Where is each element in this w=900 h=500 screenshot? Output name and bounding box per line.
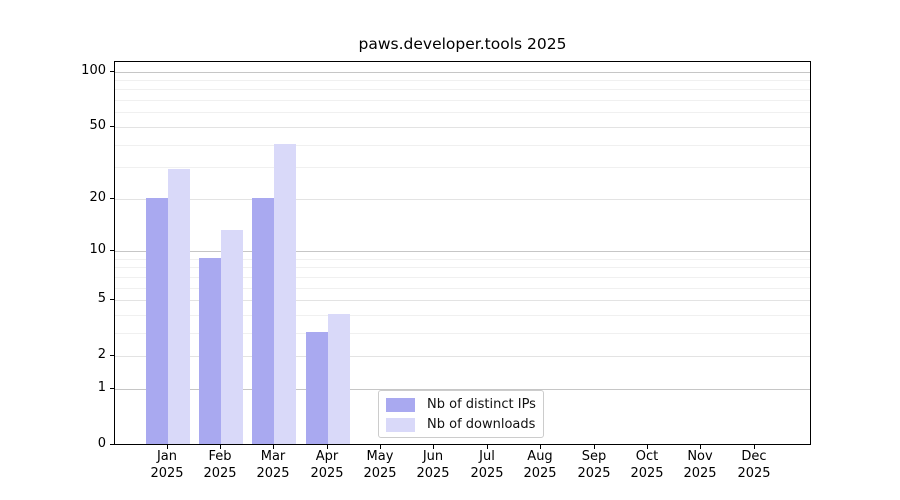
x-tick bbox=[700, 445, 701, 449]
bar-mar-distinct-ips bbox=[252, 197, 275, 444]
y-tick bbox=[110, 250, 114, 251]
gridline-major bbox=[115, 388, 810, 390]
gridline-major bbox=[115, 71, 810, 73]
gridline-minor bbox=[115, 314, 810, 316]
x-tick bbox=[273, 445, 274, 449]
legend-row-downloads: Nb of downloads bbox=[386, 417, 535, 432]
gridline-minor bbox=[115, 332, 810, 334]
y-tick bbox=[110, 126, 114, 127]
bar-feb-distinct-ips bbox=[199, 257, 222, 444]
x-tick-label: Nov 2025 bbox=[683, 449, 717, 481]
gridline bbox=[115, 126, 810, 128]
gridline-minor bbox=[115, 80, 810, 81]
gridline-minor bbox=[115, 258, 810, 260]
bar-jan-downloads bbox=[167, 168, 190, 444]
plot-area bbox=[114, 61, 811, 445]
gridline-minor bbox=[115, 267, 810, 269]
x-tick-label: Apr 2025 bbox=[310, 449, 344, 481]
x-tick-label: Feb 2025 bbox=[203, 449, 237, 481]
chart-title: paws.developer.tools 2025 bbox=[358, 35, 567, 53]
y-tick-label: 0 bbox=[97, 436, 106, 451]
x-tick-label: Mar 2025 bbox=[256, 449, 290, 481]
y-tick bbox=[110, 388, 114, 389]
x-tick-label: Aug 2025 bbox=[523, 449, 557, 481]
y-tick bbox=[110, 198, 114, 199]
y-tick-label: 5 bbox=[97, 291, 106, 306]
gridline bbox=[115, 300, 810, 301]
y-tick-label: 1 bbox=[97, 380, 106, 395]
y-tick-label: 10 bbox=[89, 242, 106, 257]
gridline-minor bbox=[115, 167, 810, 169]
gridline-minor bbox=[115, 112, 810, 114]
bar-jan-distinct-ips bbox=[145, 197, 168, 444]
legend-swatch-downloads bbox=[386, 417, 415, 432]
x-tick bbox=[540, 445, 541, 449]
y-tick-label: 50 bbox=[89, 118, 106, 133]
gridline-major bbox=[115, 250, 810, 252]
x-tick bbox=[327, 445, 328, 449]
legend: Nb of distinct IPs Nb of downloads bbox=[378, 390, 544, 438]
x-tick bbox=[594, 445, 595, 449]
bar-feb-downloads bbox=[221, 230, 244, 444]
x-tick-label: Dec 2025 bbox=[737, 449, 771, 481]
x-tick bbox=[754, 445, 755, 449]
x-tick bbox=[487, 445, 488, 449]
legend-label-downloads: Nb of downloads bbox=[427, 417, 536, 432]
x-tick-label: May 2025 bbox=[363, 449, 397, 481]
y-tick-label: 20 bbox=[89, 190, 106, 205]
legend-swatch-distinct-ips bbox=[386, 397, 415, 412]
x-tick bbox=[167, 445, 168, 449]
gridline bbox=[115, 198, 810, 200]
gridline-minor bbox=[115, 287, 810, 289]
y-tick-label: 100 bbox=[81, 63, 106, 78]
x-tick-label: Sep 2025 bbox=[577, 449, 611, 481]
bar-apr-distinct-ips bbox=[305, 331, 328, 444]
gridline-minor bbox=[115, 100, 810, 101]
x-tick bbox=[380, 445, 381, 449]
gridline-minor bbox=[115, 276, 810, 278]
bar-mar-downloads bbox=[274, 143, 297, 444]
x-tick bbox=[220, 445, 221, 449]
y-tick-label: 2 bbox=[97, 347, 106, 362]
y-tick bbox=[110, 299, 114, 300]
legend-label-distinct-ips: Nb of distinct IPs bbox=[427, 397, 536, 412]
x-tick-label: Jul 2025 bbox=[470, 449, 504, 481]
x-tick-label: Jun 2025 bbox=[416, 449, 450, 481]
gridline bbox=[115, 356, 810, 358]
gridline-minor bbox=[115, 144, 810, 146]
legend-row-distinct-ips: Nb of distinct IPs bbox=[386, 397, 536, 412]
x-tick bbox=[433, 445, 434, 449]
bar-apr-downloads bbox=[327, 313, 350, 444]
x-tick-label: Oct 2025 bbox=[630, 449, 664, 481]
y-tick bbox=[110, 71, 114, 72]
y-tick bbox=[110, 355, 114, 356]
gridline-minor bbox=[115, 89, 810, 91]
y-tick bbox=[110, 444, 114, 445]
x-tick-label: Jan 2025 bbox=[150, 449, 184, 481]
x-tick bbox=[647, 445, 648, 449]
